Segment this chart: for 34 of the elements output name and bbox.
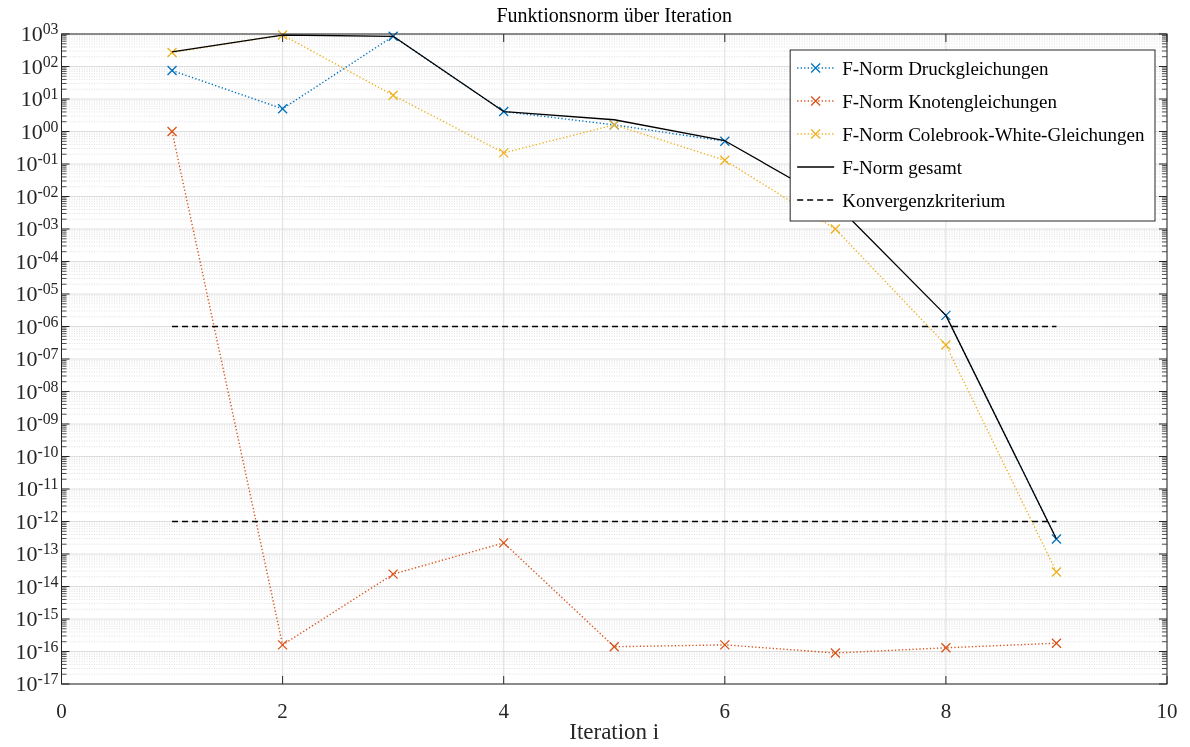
legend-label: F-Norm Druckgleichungen (842, 57, 1049, 79)
y-tick-label: 10$^{-08}$ (15, 377, 59, 404)
chart-title: Funktionsnorm über Iteration (496, 4, 733, 26)
y-tick-label: 10$^{-13}$ (15, 539, 59, 566)
y-tick-label: 10$^{-12}$ (15, 507, 59, 534)
y-tick-label: 10$^{-15}$ (15, 604, 59, 631)
legend-label: Konvergenzkriterium (842, 189, 1006, 211)
y-tick-label: 10$^{-02}$ (15, 182, 59, 209)
y-tick-label: 10$^{-17}$ (15, 669, 59, 696)
x-tick-label: 6 (719, 699, 731, 723)
y-tick-label: 10$^{-10}$ (15, 442, 59, 469)
y-tick-label: 10$^{-06}$ (15, 312, 59, 339)
legend-label: F-Norm Knotengleichungen (842, 90, 1058, 112)
y-tick-label: 10$^{-05}$ (15, 279, 59, 306)
x-axis-title: Iteration i (569, 719, 660, 744)
y-tick-label: 10$^{00}$ (20, 117, 59, 144)
y-tick-label: 10$^{-09}$ (15, 409, 59, 436)
x-tick-label: 2 (277, 699, 288, 723)
x-tick-label: 10 (1156, 699, 1178, 723)
y-tick-label: 10$^{-07}$ (15, 344, 59, 371)
x-tick-label: 4 (498, 699, 510, 723)
y-tick-label: 10$^{03}$ (20, 19, 59, 46)
legend-label: F-Norm gesamt (842, 156, 963, 178)
legend-label: F-Norm Colebrook-White-Gleichungen (842, 123, 1145, 145)
x-tick-label: 8 (940, 699, 952, 723)
y-tick-label: 10$^{-03}$ (15, 214, 59, 241)
y-tick-label: 10$^{01}$ (20, 84, 59, 111)
y-tick-label: 10$^{-01}$ (15, 149, 59, 176)
y-tick-label: 10$^{02}$ (20, 52, 59, 79)
y-tick-label: 10$^{-16}$ (15, 637, 59, 664)
y-tick-label: 10$^{-04}$ (15, 247, 59, 274)
y-tick-label: 10$^{-11}$ (15, 474, 59, 501)
y-tick-label: 10$^{-14}$ (15, 572, 59, 599)
x-tick-label: 0 (56, 699, 67, 723)
